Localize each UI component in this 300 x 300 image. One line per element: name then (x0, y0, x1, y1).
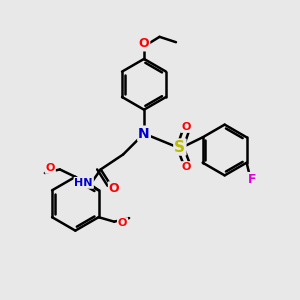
Text: O: O (139, 38, 149, 50)
Text: S: S (174, 140, 185, 154)
Text: O: O (118, 218, 127, 228)
Text: O: O (46, 163, 55, 173)
Text: N: N (138, 127, 150, 141)
Text: F: F (248, 173, 256, 186)
Text: O: O (182, 162, 191, 172)
Text: HN: HN (74, 178, 93, 188)
Text: O: O (109, 182, 119, 195)
Text: O: O (181, 122, 190, 132)
